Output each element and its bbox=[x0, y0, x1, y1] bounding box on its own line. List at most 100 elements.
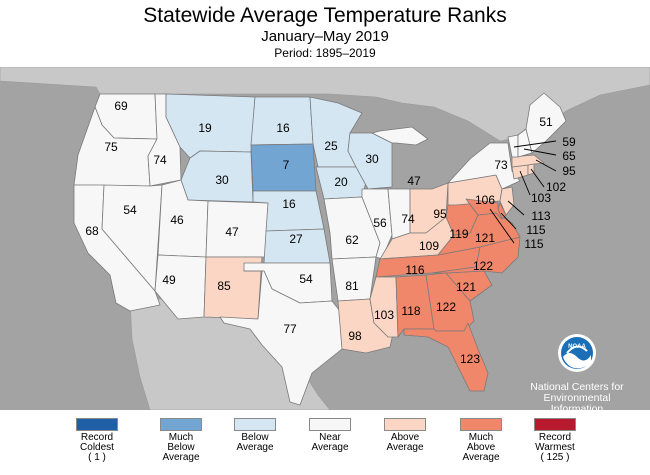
rank-UT: 46 bbox=[170, 213, 184, 227]
rank-VT: 59 bbox=[562, 135, 576, 149]
state-MA[interactable] bbox=[511, 154, 545, 168]
legend-record-warmest: Record Warmest ( 125 ) bbox=[520, 418, 590, 463]
leader-NH bbox=[523, 148, 557, 156]
rank-NY: 73 bbox=[494, 158, 508, 172]
legend: Record Coldest ( 1 ) Much Below Average … bbox=[0, 418, 650, 475]
canada-land bbox=[0, 67, 650, 142]
legend-swatch bbox=[384, 418, 426, 431]
map-subtitle: January–May 2019 bbox=[261, 28, 389, 45]
rank-OR: 75 bbox=[104, 140, 118, 154]
rank-KS: 27 bbox=[289, 232, 303, 246]
rank-CA: 68 bbox=[85, 224, 99, 238]
rank-SC: 121 bbox=[456, 280, 476, 294]
rank-NV: 54 bbox=[123, 203, 137, 217]
rank-TX: 77 bbox=[283, 322, 297, 336]
rank-WV: 119 bbox=[449, 227, 468, 241]
state-FL[interactable] bbox=[403, 322, 489, 392]
rank-IN: 74 bbox=[401, 212, 415, 226]
leader-MA bbox=[535, 159, 557, 172]
legend-much-below: Much Below Average bbox=[146, 418, 216, 463]
rank-CO: 47 bbox=[225, 225, 239, 239]
rank-NH: 65 bbox=[562, 149, 576, 163]
state-rank-labels: 69 75 68 74 54 19 30 46 49 47 85 16 7 16… bbox=[85, 99, 576, 366]
rank-PA: 106 bbox=[475, 193, 495, 207]
state-AZ[interactable] bbox=[154, 254, 207, 320]
rank-TN: 116 bbox=[405, 263, 424, 277]
rank-FL: 123 bbox=[460, 352, 480, 366]
legend-above: Above Average bbox=[370, 418, 440, 453]
rank-AZ: 49 bbox=[162, 273, 176, 287]
noaa-line-2: Environmental bbox=[543, 392, 611, 404]
rank-OH: 95 bbox=[433, 207, 447, 221]
rank-NC: 122 bbox=[473, 259, 493, 273]
rank-ND: 16 bbox=[276, 121, 290, 135]
noaa-credit: NOAA National Centers for Environmental … bbox=[527, 333, 627, 427]
leader-lines bbox=[489, 140, 557, 244]
rank-WY: 30 bbox=[215, 173, 229, 187]
state-MI[interactable] bbox=[371, 126, 429, 146]
rank-DE: 115 bbox=[526, 223, 545, 237]
us-map: 69 75 68 74 54 19 30 46 49 47 85 16 7 16… bbox=[0, 67, 650, 410]
legend-below: Below Average bbox=[220, 418, 290, 453]
state-IA[interactable] bbox=[315, 166, 369, 200]
leader-MD bbox=[489, 208, 515, 244]
legend-label: Near Average bbox=[311, 432, 349, 453]
noaa-line-3: Information bbox=[550, 403, 604, 415]
leader-CT bbox=[519, 170, 531, 196]
rank-MS: 103 bbox=[374, 308, 394, 322]
legend-label: Record Warmest ( 125 ) bbox=[535, 432, 575, 463]
rank-AL: 118 bbox=[401, 304, 420, 318]
rank-MT: 19 bbox=[198, 121, 212, 135]
map-period: Period: 1895–2019 bbox=[274, 46, 376, 60]
rank-RI: 102 bbox=[546, 180, 566, 194]
noaa-date: Tue Jun 4 2019 bbox=[544, 416, 610, 427]
rank-MD: 115 bbox=[524, 237, 543, 251]
legend-label: Much Below Average bbox=[162, 432, 200, 463]
rank-CT: 103 bbox=[531, 191, 551, 205]
rank-OK: 54 bbox=[299, 272, 313, 286]
rank-MI: 47 bbox=[407, 174, 421, 188]
map-header: Statewide Average Temperature Ranks Janu… bbox=[0, 0, 650, 61]
rank-WI: 30 bbox=[365, 152, 379, 166]
state-shapes bbox=[73, 92, 567, 406]
rank-SD: 7 bbox=[283, 158, 290, 172]
rank-IA: 20 bbox=[334, 175, 348, 189]
rank-NM: 85 bbox=[217, 279, 231, 293]
leader-VT bbox=[513, 140, 557, 148]
rank-MN: 25 bbox=[324, 139, 338, 153]
rank-LA: 98 bbox=[348, 329, 362, 343]
rank-WA: 69 bbox=[114, 99, 128, 113]
state-MD[interactable] bbox=[465, 198, 503, 220]
rank-NJ: 113 bbox=[531, 209, 550, 223]
rank-MO: 62 bbox=[345, 233, 359, 247]
rank-ID: 74 bbox=[153, 153, 167, 167]
legend-swatch bbox=[76, 418, 118, 431]
rank-ME: 51 bbox=[539, 115, 553, 129]
noaa-line-1: National Centers for bbox=[530, 381, 624, 393]
noaa-logo-text: NOAA bbox=[568, 344, 586, 350]
legend-swatch bbox=[160, 418, 202, 431]
rank-GA: 122 bbox=[436, 300, 456, 314]
state-NV[interactable] bbox=[101, 184, 163, 292]
legend-label: Much Above Average bbox=[462, 432, 500, 463]
map-title: Statewide Average Temperature Ranks bbox=[143, 4, 507, 27]
noaa-logo-icon: NOAA bbox=[558, 334, 596, 372]
legend-swatch bbox=[309, 418, 351, 431]
leader-RI bbox=[530, 168, 545, 188]
legend-swatch bbox=[534, 418, 576, 431]
legend-swatch bbox=[460, 418, 502, 431]
state-NJ[interactable] bbox=[499, 186, 515, 216]
state-NY[interactable] bbox=[447, 142, 521, 190]
map-panel: 69 75 68 74 54 19 30 46 49 47 85 16 7 16… bbox=[0, 67, 650, 427]
state-TX[interactable] bbox=[219, 270, 343, 406]
leader-DE bbox=[500, 212, 517, 230]
rank-IL: 56 bbox=[373, 216, 387, 230]
state-NC[interactable] bbox=[431, 236, 521, 274]
rank-NE: 16 bbox=[282, 197, 296, 211]
legend-swatch bbox=[234, 418, 276, 431]
rank-AR: 81 bbox=[345, 279, 359, 293]
rank-KY: 109 bbox=[419, 239, 439, 253]
leader-NJ bbox=[507, 200, 525, 216]
rank-VA: 121 bbox=[475, 231, 495, 245]
legend-label: Above Average bbox=[386, 432, 424, 453]
